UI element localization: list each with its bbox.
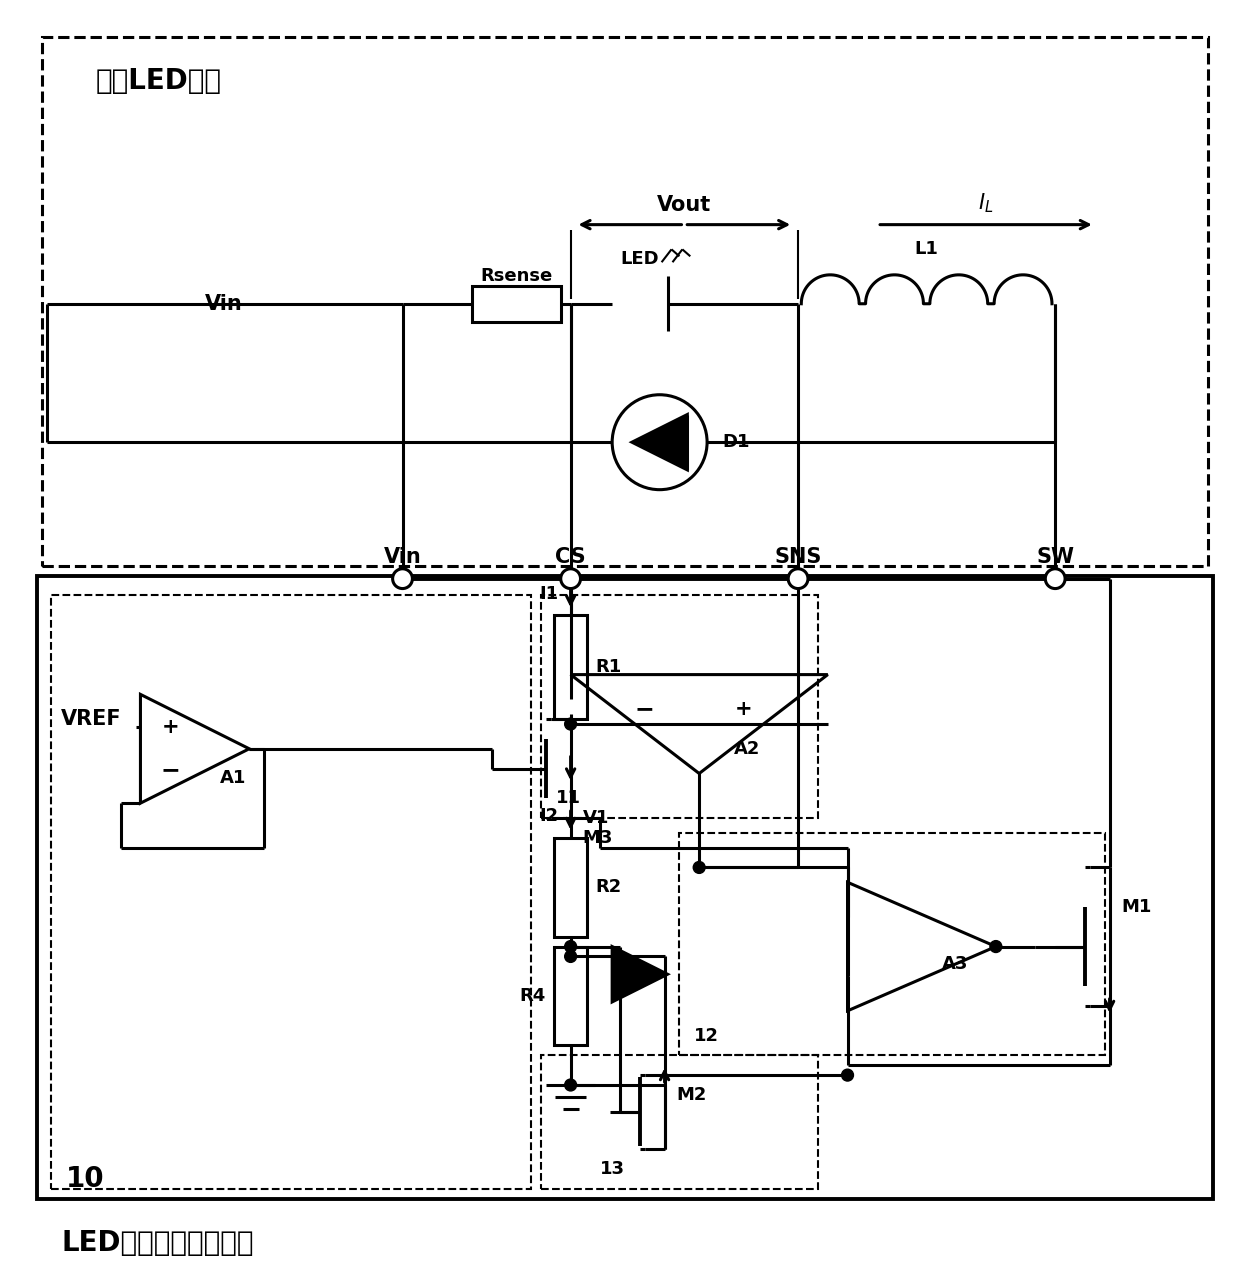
- Text: 12: 12: [694, 1026, 719, 1044]
- Text: Vin: Vin: [204, 294, 243, 314]
- Text: −: −: [160, 759, 180, 782]
- Text: A3: A3: [941, 956, 967, 974]
- Text: 外接LED电路: 外接LED电路: [96, 68, 222, 96]
- Text: CS: CS: [555, 547, 586, 567]
- FancyBboxPatch shape: [554, 947, 588, 1045]
- Circle shape: [565, 951, 576, 962]
- Text: R1: R1: [595, 658, 621, 676]
- Text: A2: A2: [734, 740, 761, 758]
- Text: Rsense: Rsense: [480, 267, 553, 285]
- Text: R4: R4: [520, 987, 546, 1005]
- Circle shape: [565, 941, 576, 952]
- Circle shape: [565, 1079, 576, 1091]
- Text: 11: 11: [556, 790, 581, 808]
- Circle shape: [561, 569, 580, 589]
- Text: +: +: [162, 717, 179, 737]
- Circle shape: [392, 569, 412, 589]
- Text: LED: LED: [620, 250, 659, 268]
- Circle shape: [990, 941, 1002, 952]
- Text: M3: M3: [583, 828, 613, 847]
- Polygon shape: [632, 414, 688, 470]
- Circle shape: [1045, 569, 1065, 589]
- Text: L1: L1: [915, 240, 938, 258]
- Text: M2: M2: [677, 1086, 707, 1104]
- Text: 13: 13: [600, 1160, 625, 1178]
- Text: +: +: [734, 699, 753, 720]
- Text: Vout: Vout: [658, 194, 712, 215]
- Text: SW: SW: [1036, 547, 1074, 567]
- Text: D1: D1: [722, 433, 749, 451]
- Circle shape: [788, 569, 808, 589]
- FancyBboxPatch shape: [554, 615, 588, 720]
- Text: $I_L$: $I_L$: [979, 192, 994, 215]
- Polygon shape: [613, 947, 668, 1002]
- Text: V1: V1: [583, 809, 609, 827]
- Circle shape: [693, 861, 705, 873]
- Text: I2: I2: [540, 806, 559, 826]
- Circle shape: [565, 718, 576, 730]
- Text: M1: M1: [1121, 898, 1152, 916]
- Text: VREF: VREF: [61, 709, 122, 730]
- Text: SNS: SNS: [774, 547, 822, 567]
- FancyBboxPatch shape: [471, 286, 561, 322]
- Circle shape: [842, 1070, 853, 1081]
- Text: R2: R2: [595, 878, 621, 896]
- Text: −: −: [635, 698, 654, 721]
- Text: LED驱动电路部分结构: LED驱动电路部分结构: [61, 1229, 254, 1258]
- Text: 10: 10: [66, 1166, 105, 1192]
- Text: I1: I1: [540, 584, 559, 602]
- Text: A1: A1: [219, 769, 246, 787]
- FancyBboxPatch shape: [554, 838, 588, 937]
- Text: Vin: Vin: [383, 547, 421, 567]
